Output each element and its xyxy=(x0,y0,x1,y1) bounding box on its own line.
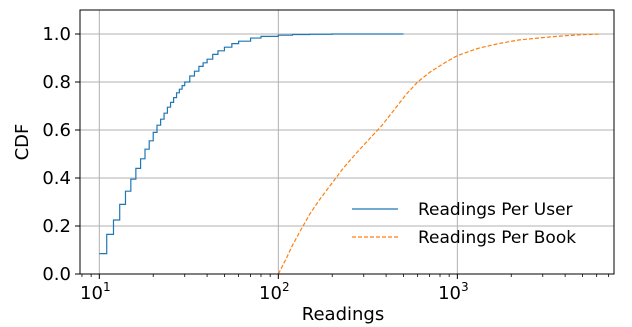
x-tick-exponent: 1 xyxy=(103,280,111,294)
series-line-readings-per-book xyxy=(277,33,601,275)
y-tick-label: 0.4 xyxy=(42,168,71,189)
legend-label: Readings Per User xyxy=(418,200,573,220)
y-tick-label: 0.2 xyxy=(42,216,71,237)
series-line-readings-per-user xyxy=(99,33,404,255)
series-layer xyxy=(99,33,601,275)
y-tick-label: 0.6 xyxy=(42,120,71,141)
x-axis-label: Readings xyxy=(302,304,384,325)
legend: Readings Per User Readings Per Book xyxy=(352,200,576,248)
x-tick-label: 101 xyxy=(80,280,111,304)
x-tick-exponent: 3 xyxy=(461,280,469,294)
x-tick-label: 102 xyxy=(259,280,290,304)
x-tick-exponent: 2 xyxy=(282,280,290,294)
legend-label: Readings Per Book xyxy=(418,228,576,248)
x-tick-base: 10 xyxy=(259,283,282,304)
x-tick-label: 103 xyxy=(438,280,469,304)
y-tick-label: 1.0 xyxy=(42,24,71,45)
x-tick-base: 10 xyxy=(438,283,461,304)
x-tick-base: 10 xyxy=(80,283,103,304)
y-tick-label: 0.0 xyxy=(42,264,71,285)
y-axis-label: CDF xyxy=(12,124,33,161)
plot-frame xyxy=(79,9,615,275)
y-tick-label: 0.8 xyxy=(42,72,71,93)
